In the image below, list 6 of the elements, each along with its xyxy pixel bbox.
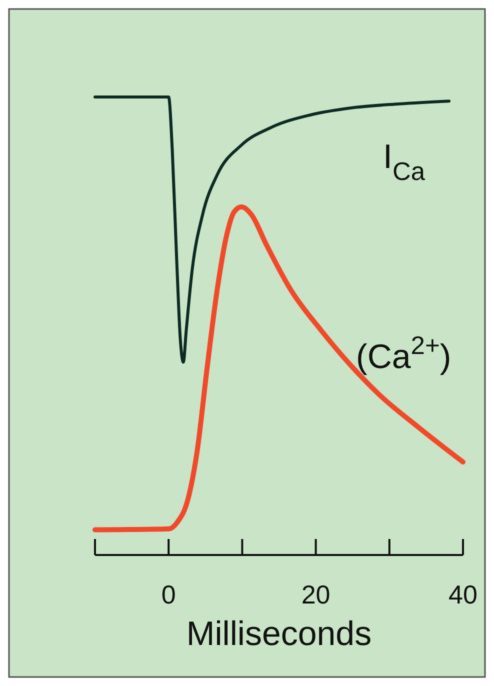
x-tick-label: 40 — [448, 579, 478, 610]
x-tick-label: 20 — [301, 579, 330, 610]
series-label: I$_{Ca}$ — [383, 138, 426, 186]
x-axis-title: Milliseconds — [186, 615, 372, 653]
x-tick-label: 0 — [161, 579, 176, 610]
series-label: (Ca$^{2+}$) — [356, 332, 452, 376]
